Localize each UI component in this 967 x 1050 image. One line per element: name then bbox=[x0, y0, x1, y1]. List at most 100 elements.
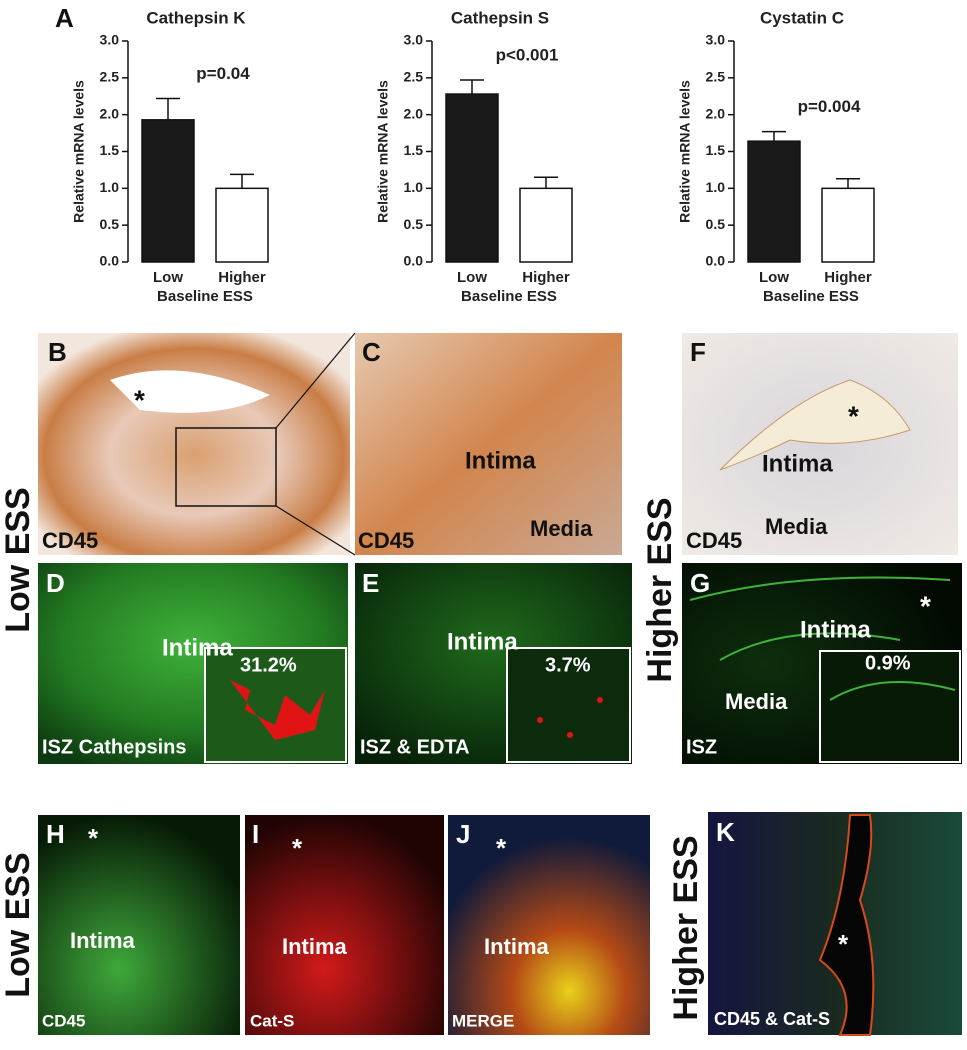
image-h bbox=[38, 815, 240, 1035]
star: * bbox=[496, 833, 507, 863]
y-axis-label: Relative mRNA levels bbox=[375, 80, 391, 223]
stain-label: CD45 & Cat-S bbox=[714, 1009, 830, 1029]
bar bbox=[445, 93, 499, 263]
side-label: Higher ESS bbox=[667, 835, 705, 1020]
elastic-lamina bbox=[689, 576, 951, 661]
x-tick-label: Higher bbox=[218, 269, 266, 286]
region-label: Intima bbox=[800, 616, 871, 643]
panel-label: B bbox=[48, 337, 67, 367]
y-tick-label: 0.0 bbox=[706, 253, 726, 269]
y-axis-label: Relative mRNA levels bbox=[677, 80, 693, 223]
panel-label: G bbox=[690, 568, 710, 598]
y-tick-label: 0.0 bbox=[404, 253, 424, 269]
lumen bbox=[110, 370, 270, 413]
inset bbox=[204, 647, 347, 763]
percent-label: 3.7% bbox=[545, 654, 591, 676]
y-tick-label: 2.0 bbox=[706, 105, 726, 121]
panel-label: E bbox=[362, 568, 379, 598]
star: * bbox=[838, 929, 849, 959]
inset-signal bbox=[597, 697, 603, 703]
x-tick-label: Higher bbox=[824, 269, 872, 286]
star: * bbox=[88, 823, 99, 853]
annotation: p<0.001 bbox=[496, 46, 559, 65]
x-tick-label: Higher bbox=[522, 269, 570, 286]
image-i bbox=[245, 815, 444, 1035]
y-tick-label: 0.0 bbox=[100, 253, 120, 269]
lumen bbox=[719, 379, 911, 471]
error-bar bbox=[230, 173, 254, 189]
panel-label: J bbox=[456, 819, 470, 849]
zoom-line bbox=[275, 332, 356, 429]
image-b bbox=[38, 333, 350, 555]
panel-label: C bbox=[362, 337, 381, 367]
y-tick-label: 2.5 bbox=[404, 69, 424, 85]
zoom-box bbox=[175, 427, 277, 507]
y-tick-label: 2.0 bbox=[404, 105, 424, 121]
y-tick-label: 2.5 bbox=[100, 69, 120, 85]
percent-label: 31.2% bbox=[240, 654, 297, 676]
side-label: Higher ESS bbox=[641, 497, 679, 682]
chart-title: Cathepsin K bbox=[146, 8, 246, 27]
inset bbox=[506, 647, 631, 763]
y-tick-label: 3.0 bbox=[706, 32, 726, 48]
y-tick-label: 0.5 bbox=[706, 216, 726, 232]
inset-signal bbox=[829, 681, 956, 701]
star: * bbox=[920, 590, 931, 621]
y-tick-label: 1.0 bbox=[100, 179, 120, 195]
side-label: Low ESS bbox=[0, 487, 37, 632]
x-tick-label: Low bbox=[153, 269, 183, 286]
chart-title: Cystatin C bbox=[760, 8, 844, 27]
stain-label: CD45 bbox=[358, 528, 414, 553]
y-tick-label: 2.5 bbox=[706, 69, 726, 85]
star: * bbox=[848, 400, 859, 431]
region-label: Intima bbox=[762, 450, 833, 477]
x-axis-label: Baseline ESS bbox=[157, 288, 253, 305]
x-axis-label: Baseline ESS bbox=[461, 288, 557, 305]
y-tick-label: 3.0 bbox=[100, 32, 120, 48]
y-axis-label: Relative mRNA levels bbox=[71, 80, 87, 223]
side-label: Low ESS bbox=[0, 852, 37, 997]
y-tick-label: 1.0 bbox=[706, 179, 726, 195]
panel-label: D bbox=[46, 568, 65, 598]
y-tick-label: 0.5 bbox=[100, 216, 120, 232]
y-tick-label: 1.5 bbox=[404, 142, 424, 158]
y-tick-label: 1.0 bbox=[404, 179, 424, 195]
layer-label: Media bbox=[765, 514, 828, 539]
x-tick-label: Low bbox=[759, 269, 789, 286]
y-tick-label: 1.5 bbox=[706, 142, 726, 158]
panel-label: H bbox=[46, 819, 65, 849]
error-bar bbox=[836, 178, 860, 189]
layer-label: Media bbox=[530, 516, 593, 541]
inset bbox=[819, 650, 961, 763]
image-f bbox=[682, 333, 958, 555]
bar bbox=[141, 119, 195, 263]
stain-label: CD45 bbox=[42, 528, 98, 553]
annotation: p=0.04 bbox=[196, 64, 250, 83]
x-tick-label: Low bbox=[457, 269, 487, 286]
inset-signal bbox=[567, 732, 573, 738]
region-label: Intima bbox=[162, 634, 233, 661]
stain-label: CD45 bbox=[42, 1011, 85, 1030]
region-label: Intima bbox=[447, 628, 518, 655]
zoom-line bbox=[275, 505, 356, 556]
x-axis-label: Baseline ESS bbox=[763, 288, 859, 305]
region-label: Intima bbox=[484, 934, 550, 959]
error-bar bbox=[156, 97, 180, 120]
error-bar bbox=[460, 79, 484, 95]
panel-label: I bbox=[252, 819, 259, 849]
region-label: Intima bbox=[282, 934, 348, 959]
chart-title: Cathepsin S bbox=[451, 8, 549, 27]
image-j bbox=[448, 815, 650, 1035]
panel-label: K bbox=[716, 817, 735, 847]
stain-label: CD45 bbox=[686, 528, 742, 553]
panel-label: A bbox=[55, 3, 74, 33]
bar bbox=[215, 187, 269, 263]
error-bar bbox=[534, 176, 558, 189]
bar bbox=[519, 187, 573, 263]
region-label: Intima bbox=[465, 447, 536, 474]
image-c bbox=[355, 333, 622, 555]
annotation: p=0.004 bbox=[798, 97, 861, 116]
bar bbox=[821, 187, 875, 263]
bar bbox=[747, 140, 801, 263]
stain-label: ISZ & EDTA bbox=[360, 736, 470, 758]
